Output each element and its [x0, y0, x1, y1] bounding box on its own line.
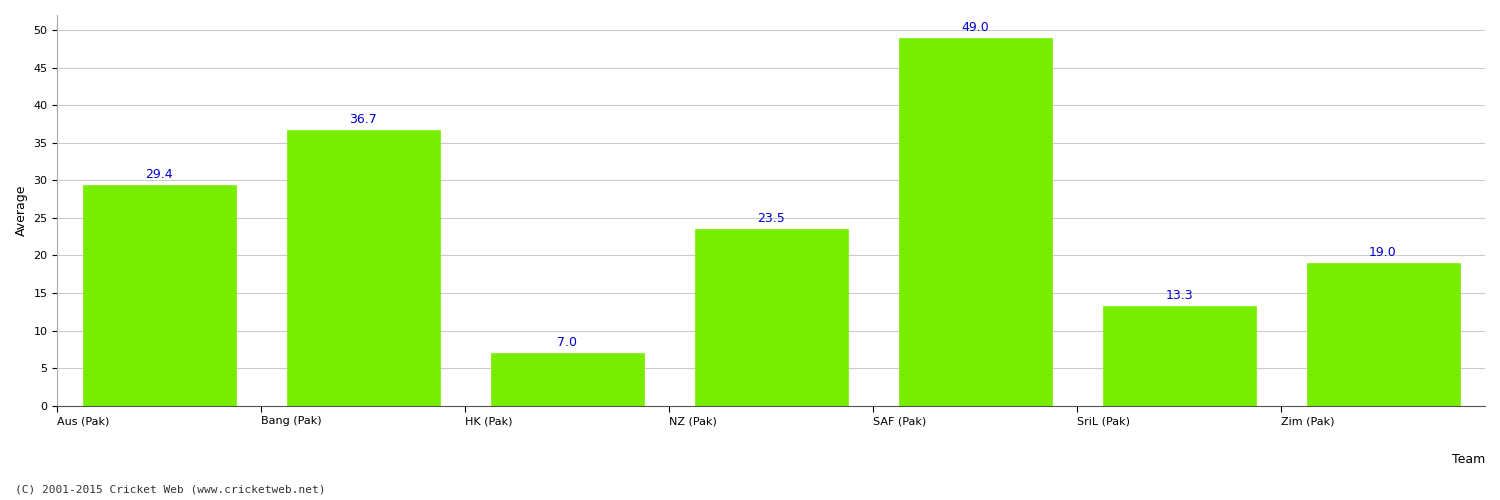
Bar [82, 185, 236, 406]
Bar [1102, 306, 1256, 406]
Y-axis label: Average: Average [15, 184, 28, 236]
Text: 19.0: 19.0 [1370, 246, 1396, 259]
Bar [898, 38, 1052, 406]
Bar [490, 353, 644, 406]
Text: 49.0: 49.0 [962, 21, 988, 34]
Bar [694, 229, 847, 406]
Text: Team: Team [1452, 452, 1485, 466]
Text: 13.3: 13.3 [1166, 289, 1192, 302]
Text: 7.0: 7.0 [558, 336, 578, 349]
Bar [1306, 263, 1460, 406]
Text: (C) 2001-2015 Cricket Web (www.cricketweb.net): (C) 2001-2015 Cricket Web (www.cricketwe… [15, 485, 326, 495]
Text: 23.5: 23.5 [758, 212, 784, 226]
Text: 29.4: 29.4 [146, 168, 172, 181]
Bar [286, 130, 440, 406]
Text: 36.7: 36.7 [350, 113, 376, 126]
